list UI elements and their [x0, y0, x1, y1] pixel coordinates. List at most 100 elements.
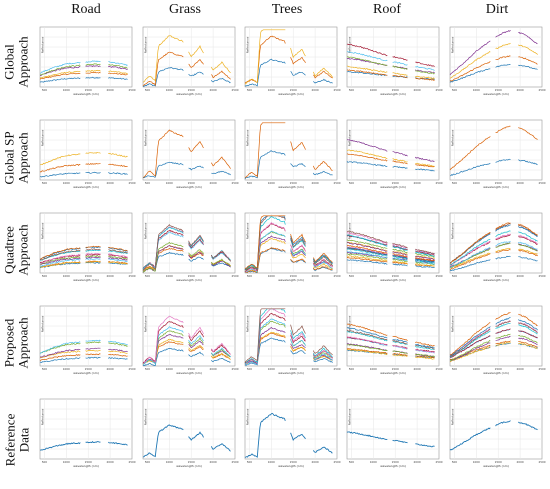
spectrum-line — [244, 318, 333, 366]
x-tick-label: 1500 — [495, 460, 502, 464]
x-tick-label: 2000 — [414, 181, 421, 185]
spectrum-line — [449, 158, 538, 177]
x-tick-label: 500 — [247, 460, 253, 464]
x-tick-label: 1000 — [268, 181, 275, 185]
spectrum-line — [346, 244, 435, 262]
y-axis-label: Reflectance — [451, 37, 455, 54]
spectrum-line — [346, 242, 435, 261]
y-axis-label: Reflectance — [348, 130, 352, 147]
spectrum-line — [142, 424, 231, 458]
spectrum-line — [244, 230, 333, 273]
panel-roof-3: 500 1000 1500 2000 2500 wavelength (nm) Reflec… — [346, 305, 443, 375]
x-tick-label: 500 — [145, 274, 151, 278]
x-tick-label: 500 — [349, 88, 355, 92]
spectrum-line — [244, 308, 333, 363]
spectrum-line — [142, 224, 231, 271]
spectrum-line — [142, 241, 231, 273]
x-tick-label: 2500 — [128, 460, 135, 464]
x-axis-label: wavelength (nm) — [483, 278, 509, 282]
x-tick-label: 2000 — [107, 274, 114, 278]
spectrum-line — [245, 247, 333, 273]
y-axis-label: Reflectance — [144, 409, 148, 426]
y-axis-label: Reflectance — [348, 409, 352, 426]
spectrum-line — [449, 328, 538, 358]
panel-trees-2: 500 1000 1500 2000 2500 wavelength (nm) Reflec… — [244, 212, 341, 282]
spectrum-line — [244, 308, 333, 365]
x-axis-label: wavelength (nm) — [176, 92, 202, 96]
spectrum-line — [346, 230, 435, 255]
spectrum-line — [449, 55, 538, 82]
x-axis-label: wavelength (nm) — [73, 185, 99, 189]
x-axis-label: wavelength (nm) — [483, 185, 509, 189]
spectrum-line — [346, 139, 435, 163]
x-tick-label: 2500 — [231, 460, 238, 464]
x-tick-label: 1500 — [188, 274, 195, 278]
x-tick-label: 1500 — [290, 181, 297, 185]
y-axis-label: Reflectance — [41, 37, 45, 54]
spectrum-line — [244, 58, 333, 87]
spectrum-line — [39, 69, 128, 79]
panel-grass-2: 500 1000 1500 2000 2500 wavelength (nm) Reflec… — [142, 212, 239, 282]
x-tick-label: 2500 — [333, 274, 340, 278]
x-tick-label: 2000 — [210, 88, 217, 92]
panel-grass-0: 500 1000 1500 2000 2500 wavelength (nm) Reflec… — [142, 26, 239, 96]
x-tick-label: 1000 — [268, 367, 275, 371]
spectrum-line — [449, 342, 538, 363]
x-tick-label: 500 — [42, 274, 48, 278]
x-tick-label: 1500 — [495, 88, 502, 92]
x-tick-label: 2500 — [538, 181, 545, 185]
x-tick-label: 1000 — [473, 181, 480, 185]
x-tick-label: 500 — [145, 88, 151, 92]
panel-roof-0: 500 1000 1500 2000 2500 wavelength (nm) Reflec… — [346, 26, 443, 96]
spectrum-line — [39, 151, 128, 166]
spectrum-line — [244, 150, 333, 180]
x-tick-label: 2500 — [538, 274, 545, 278]
spectrum-line — [449, 125, 538, 171]
y-axis-label: Reflectance — [41, 130, 45, 147]
spectrum-line — [346, 336, 435, 354]
y-axis-label: Reflectance — [144, 316, 148, 333]
x-tick-label: 1500 — [290, 367, 297, 371]
y-axis-label: Reflectance — [451, 223, 455, 240]
x-tick-label: 1000 — [166, 274, 173, 278]
x-tick-label: 2500 — [231, 367, 238, 371]
x-axis-label: wavelength (nm) — [278, 92, 304, 96]
spectrum-line — [346, 344, 435, 358]
x-tick-label: 2000 — [414, 460, 421, 464]
spectrum-line — [142, 161, 231, 179]
spectrum-line — [39, 252, 128, 264]
spectrum-line — [347, 349, 435, 360]
x-tick-label: 2000 — [517, 460, 524, 464]
x-tick-label: 2000 — [210, 274, 217, 278]
x-tick-label: 1500 — [188, 460, 195, 464]
x-tick-label: 1000 — [473, 367, 480, 371]
x-tick-label: 1500 — [85, 181, 92, 185]
spectrum-line — [449, 42, 538, 79]
x-tick-label: 2000 — [517, 181, 524, 185]
panel-grass-4: 500 1000 1500 2000 2500 wavelength (nm) Reflec… — [142, 398, 239, 468]
y-axis-label: Reflectance — [348, 37, 352, 54]
spectrum-line — [346, 160, 435, 172]
x-axis-label: wavelength (nm) — [483, 92, 509, 96]
spectrum-line — [449, 317, 538, 357]
panel-road-2: 500 1000 1500 2000 2500 wavelength (nm) Reflec… — [39, 212, 136, 282]
x-axis-label: wavelength (nm) — [176, 464, 202, 468]
x-tick-label: 2500 — [128, 367, 135, 371]
x-tick-label: 2500 — [231, 181, 238, 185]
x-tick-label: 1000 — [63, 460, 70, 464]
spectrum-line — [346, 259, 435, 268]
spectrum-line — [449, 320, 538, 358]
x-tick-label: 1000 — [166, 88, 173, 92]
panel-dirt-1: 500 1000 1500 2000 2500 wavelength (nm) Reflec… — [449, 119, 546, 189]
panel-trees-0: 500 1000 1500 2000 2500 wavelength (nm) Reflec… — [244, 26, 341, 96]
spectrum-line — [142, 338, 231, 365]
spectrum-line — [142, 51, 231, 87]
x-tick-label: 1500 — [290, 88, 297, 92]
spectrum-line — [39, 347, 128, 358]
panel-roof-2: 500 1000 1500 2000 2500 wavelength (nm) Reflec… — [346, 212, 443, 282]
panel-dirt-2: 500 1000 1500 2000 2500 wavelength (nm) Reflec… — [449, 212, 546, 282]
y-axis-label: Reflectance — [451, 409, 455, 426]
panel-trees-3: 500 1000 1500 2000 2500 wavelength (nm) Reflec… — [244, 305, 341, 375]
spectrum-line — [39, 65, 128, 76]
spectrum-line — [449, 224, 538, 264]
